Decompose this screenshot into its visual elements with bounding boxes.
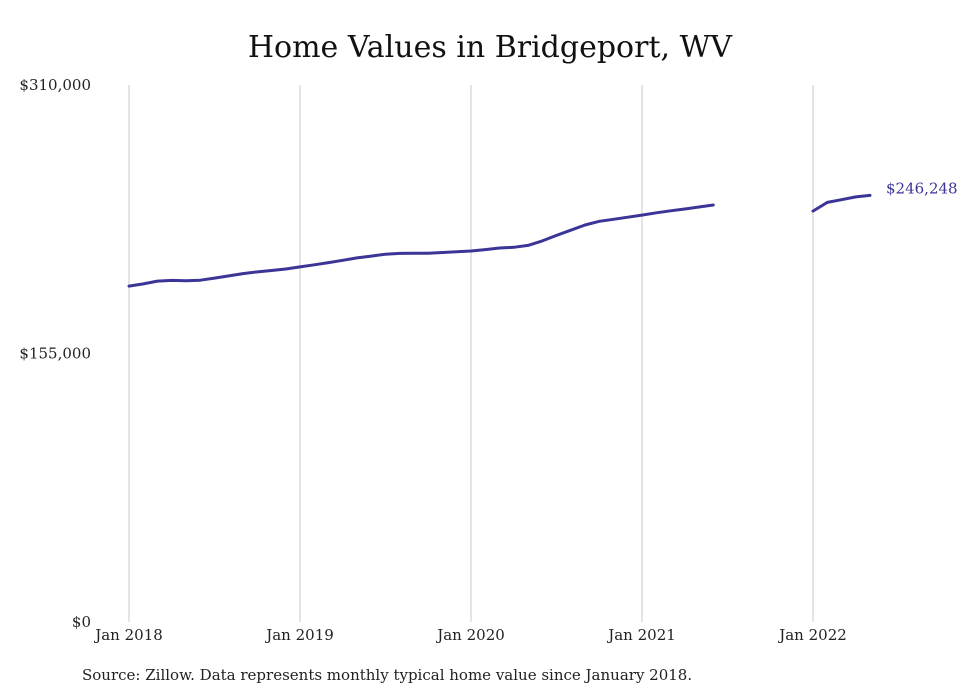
x-tick-label: Jan 2019 [264,626,334,644]
y-axis-ticks: $0 $155,000 $310,000 [19,76,91,631]
series-line-segment [811,193,872,213]
series-line-segment [127,203,715,288]
y-tick-label: $155,000 [19,345,91,363]
series-lines [127,193,872,288]
source-note: Source: Zillow. Data represents monthly … [82,666,693,684]
x-tick-label: Jan 2022 [777,626,847,644]
y-tick-label: $0 [72,613,91,631]
gridlines [128,85,814,622]
chart-title: Home Values in Bridgeport, WV [247,30,733,65]
x-tick-label: Jan 2021 [606,626,676,644]
x-tick-label: Jan 2018 [93,626,163,644]
x-axis-ticks: Jan 2018 Jan 2019 Jan 2020 Jan 2021 Jan 2022 [93,626,847,644]
end-labels: $246,248 [886,179,958,197]
end-value-label: $246,248 [886,179,958,197]
y-tick-label: $310,000 [19,76,91,94]
x-tick-label: Jan 2020 [435,626,505,644]
